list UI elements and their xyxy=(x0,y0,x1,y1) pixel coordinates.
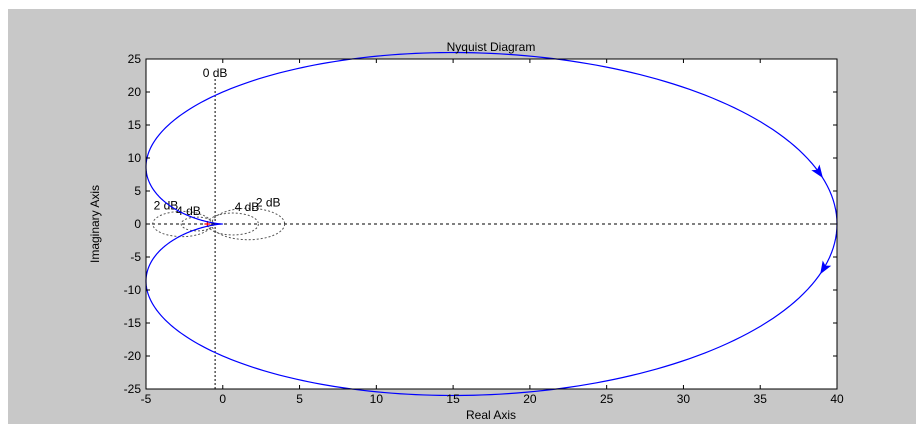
y-tick-label: -20 xyxy=(124,349,142,363)
y-tick-label: -10 xyxy=(124,283,142,297)
y-axis-title: Imaginary Axis xyxy=(88,185,102,263)
db-circle-label-3: 4 dB xyxy=(176,204,201,218)
y-tick-label: -25 xyxy=(124,382,142,396)
db-circle-label-2: 2 dB xyxy=(256,195,281,209)
x-tick-label: 35 xyxy=(754,392,768,406)
y-tick-label: 5 xyxy=(134,184,141,198)
x-tick-label: 40 xyxy=(830,392,844,406)
y-tick-label: 0 xyxy=(134,217,141,231)
db-circle-4 xyxy=(206,212,259,236)
chart-title: Nyquist Diagram xyxy=(447,40,536,54)
x-tick-label: 20 xyxy=(523,392,537,406)
y-tick-label: 15 xyxy=(128,118,142,132)
x-tick-label: -5 xyxy=(141,392,152,406)
x-tick-label: 30 xyxy=(677,392,691,406)
y-tick-label: 25 xyxy=(128,52,142,66)
x-tick-label: 5 xyxy=(296,392,303,406)
x-tick-label: 10 xyxy=(370,392,384,406)
x-axis-title: Real Axis xyxy=(466,408,516,422)
direction-arrow-lower xyxy=(820,260,832,275)
grid-layer: 0 dB2 dB 2 dB4 dB 4 dB xyxy=(146,66,837,389)
db-circle-2 xyxy=(211,207,286,241)
y-tick-label: 10 xyxy=(128,151,142,165)
x-tick-label: 15 xyxy=(446,392,460,406)
db-circle-label-4: 4 dB xyxy=(235,200,260,214)
y-tick-label: -5 xyxy=(130,250,141,264)
zero-db-label: 0 dB xyxy=(203,66,228,80)
y-tick-label: 20 xyxy=(128,85,142,99)
y-tick-label: -15 xyxy=(124,316,142,330)
x-tick-label: 0 xyxy=(219,392,226,406)
db-circle-label-1: 2 dB xyxy=(154,198,179,212)
db-circle-3 xyxy=(180,216,214,232)
x-tick-label: 25 xyxy=(600,392,614,406)
tick-layer: -5 0 5 10 15 20 25 30 35 40 -25 -20 -15 -10 -5 0 5 10 15 20… xyxy=(124,52,844,406)
direction-arrow-upper xyxy=(811,164,823,178)
